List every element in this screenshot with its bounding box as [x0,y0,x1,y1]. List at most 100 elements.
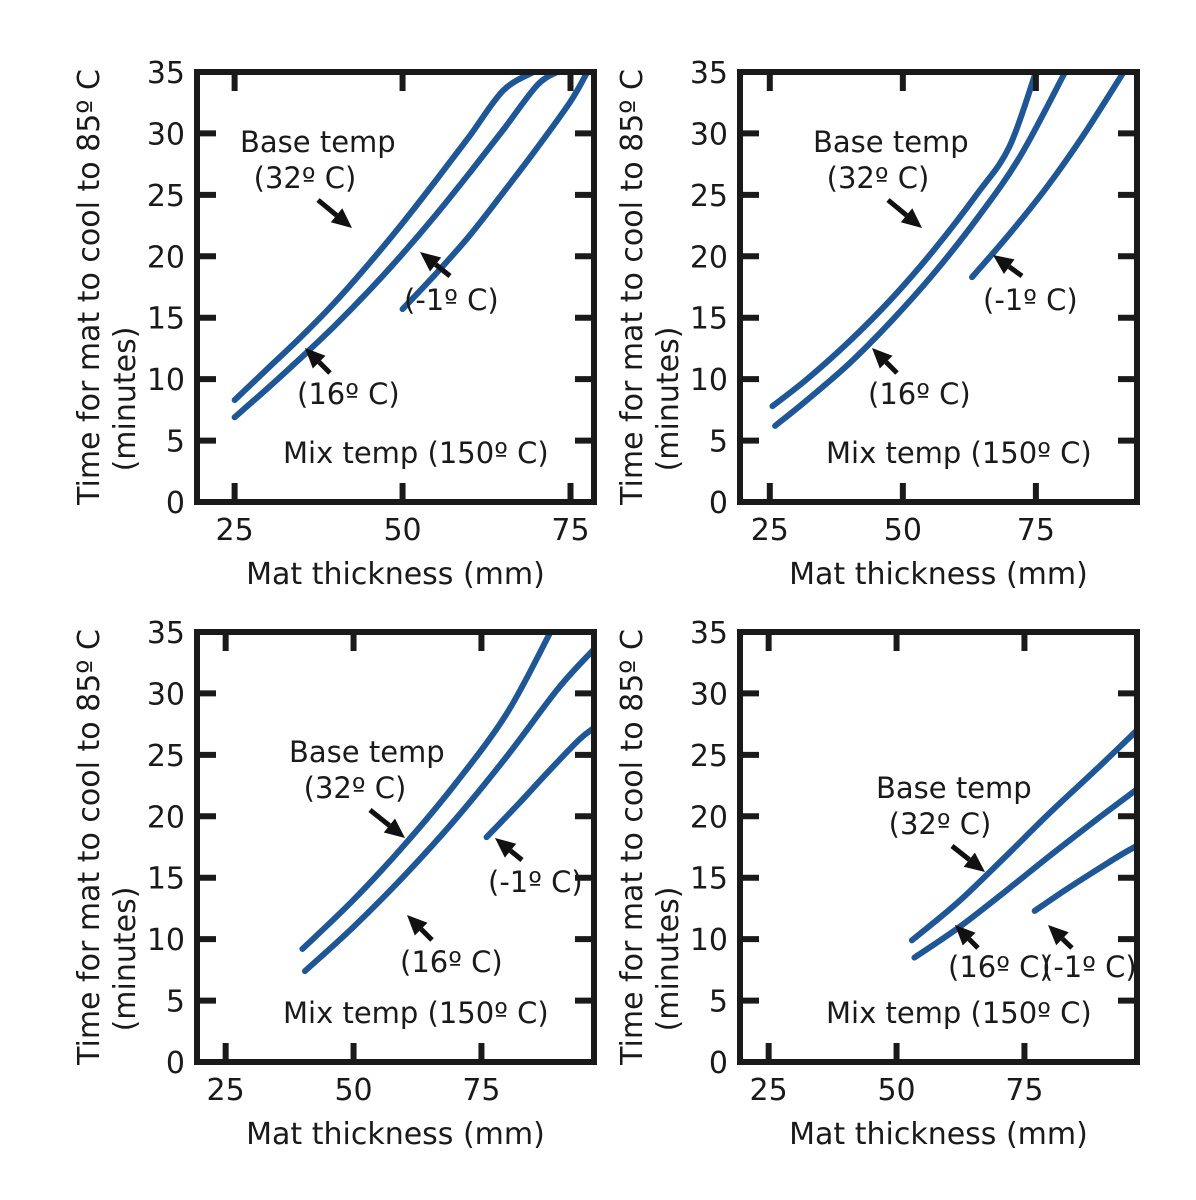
y-tick-label: 30 [690,677,728,712]
annotation-16c-arrow [305,348,332,375]
x-axis-title: Mat thickness (mm) [246,557,545,592]
x-tick-label: 75 [551,513,589,548]
annotation-minus1c-arrow [495,838,524,862]
axis-frame [194,69,597,505]
y-tick-label: 0 [166,486,185,521]
annotation-16c-arrow [407,915,434,942]
y-tick-label: 0 [709,1046,728,1081]
x-ticks [222,632,485,1062]
plot-area [908,727,1137,961]
y-ticks [197,690,594,1004]
y-tick-labels: 0 5 10 15 20 25 30 35 [690,56,728,521]
annotation-minus1c-label: (-1º C) [488,865,583,899]
y-tick-label: 10 [147,363,185,398]
annotation-base-temp-arrow [886,198,922,228]
x-tick-label: 75 [1005,1073,1043,1108]
annotation-minus1c-label: (-1º C) [404,283,499,317]
x-tick-labels: 25 50 75 [751,513,1055,548]
y-axis-title-line2: (minutes) [108,887,143,1032]
y-tick-labels: 0 5 10 15 20 25 30 35 [147,616,185,1081]
annotation-16c-label: (16º C) [297,377,400,411]
annotation-base-temp-line1: Base temp [876,771,1032,805]
y-tick-label: 25 [690,179,728,214]
annotation-base-temp-line2: (32º C) [889,807,992,841]
x-tick-labels: 25 50 75 [216,513,590,548]
y-axis-title-line2: (minutes) [651,887,686,1032]
axis-frame [737,629,1140,1065]
annotation-16c-label: (16º C) [400,945,503,979]
y-tick-label: 0 [709,486,728,521]
y-tick-label: 5 [709,985,728,1020]
x-axis-title: Mat thickness (mm) [246,1117,545,1152]
y-tick-label: 20 [690,800,728,835]
y-tick-label: 0 [166,1046,185,1081]
axis-frame [737,69,1140,505]
x-tick-label: 50 [884,513,922,548]
y-tick-label: 5 [166,985,185,1020]
x-tick-labels: 25 50 75 [207,1073,501,1108]
y-tick-label: 15 [147,302,185,337]
series-line-2 [969,72,1127,281]
axis-frame [194,629,597,1065]
y-tick-label: 15 [690,862,728,897]
annotation-mix-temp: Mix temp (150º C) [283,436,549,470]
annotation-16c-arrow [955,925,980,950]
x-ticks [231,72,574,502]
y-tick-label: 5 [709,425,728,460]
x-axis-title: Mat thickness (mm) [789,1117,1088,1152]
x-ticks [766,72,1039,502]
annotation-base-temp-line1: Base temp [240,125,396,159]
x-tick-label: 75 [462,1073,500,1108]
annotation-16c-label: (16º C) [948,950,1051,984]
annotation-minus1c-label: (-1º C) [1042,950,1137,984]
annotation-16c-arrow [872,348,899,375]
y-axis-title-line1: Time for mat to cool to 85º C [615,69,650,506]
x-tick-label: 50 [334,1073,372,1108]
x-tick-label: 50 [383,513,421,548]
y-tick-label: 15 [147,862,185,897]
plot-area [299,632,594,975]
y-tick-label: 10 [690,363,728,398]
y-tick-label: 10 [690,923,728,958]
annotation-base-temp-line2: (32º C) [827,161,930,195]
annotation-minus1c-label: (-1º C) [983,283,1078,317]
y-axis-title-line1: Time for mat to cool to 85º C [615,629,650,1066]
x-tick-label: 75 [1017,513,1055,548]
y-tick-label: 15 [690,302,728,337]
y-tick-label: 30 [147,677,185,712]
annotation-base-temp-line2: (32º C) [254,161,357,195]
annotation-minus1c-arrow [993,255,1024,279]
series-line-1 [911,786,1137,961]
series-line-0 [908,727,1137,944]
y-axis-title: Time for mat to cool to 85º C (minutes) [72,629,143,1066]
x-ticks [765,632,1028,1062]
y-tick-label: 35 [147,616,185,651]
annotation-mix-temp: Mix temp (150º C) [283,996,549,1030]
y-axis-title-line1: Time for mat to cool to 85º C [72,629,107,1066]
x-tick-label: 25 [750,1073,788,1108]
y-tick-label: 20 [690,240,728,275]
series-line-2 [483,724,594,841]
series-line-0 [299,632,554,952]
annotation-base-temp-line1: Base temp [289,735,445,769]
series-line-2 [399,72,591,313]
annotation-base-temp-line1: Base temp [813,125,969,159]
x-tick-label: 50 [877,1073,915,1108]
annotation-minus1c-arrow [420,252,452,278]
y-tick-label: 20 [147,240,185,275]
annotation-base-temp-arrow [950,844,985,872]
series-line-2 [1031,842,1137,914]
x-tick-label: 25 [216,513,254,548]
y-ticks [197,130,594,444]
x-tick-labels: 25 50 75 [750,1073,1044,1108]
series-line-1 [772,72,1069,429]
y-axis-title: Time for mat to cool to 85º C (minutes) [615,69,686,506]
y-tick-label: 25 [690,739,728,774]
y-tick-label: 10 [147,923,185,958]
series-line-0 [231,72,537,404]
